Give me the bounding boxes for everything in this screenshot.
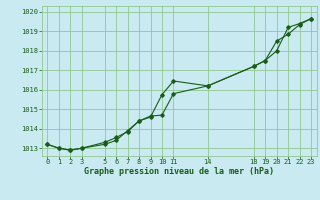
X-axis label: Graphe pression niveau de la mer (hPa): Graphe pression niveau de la mer (hPa) — [84, 167, 274, 176]
